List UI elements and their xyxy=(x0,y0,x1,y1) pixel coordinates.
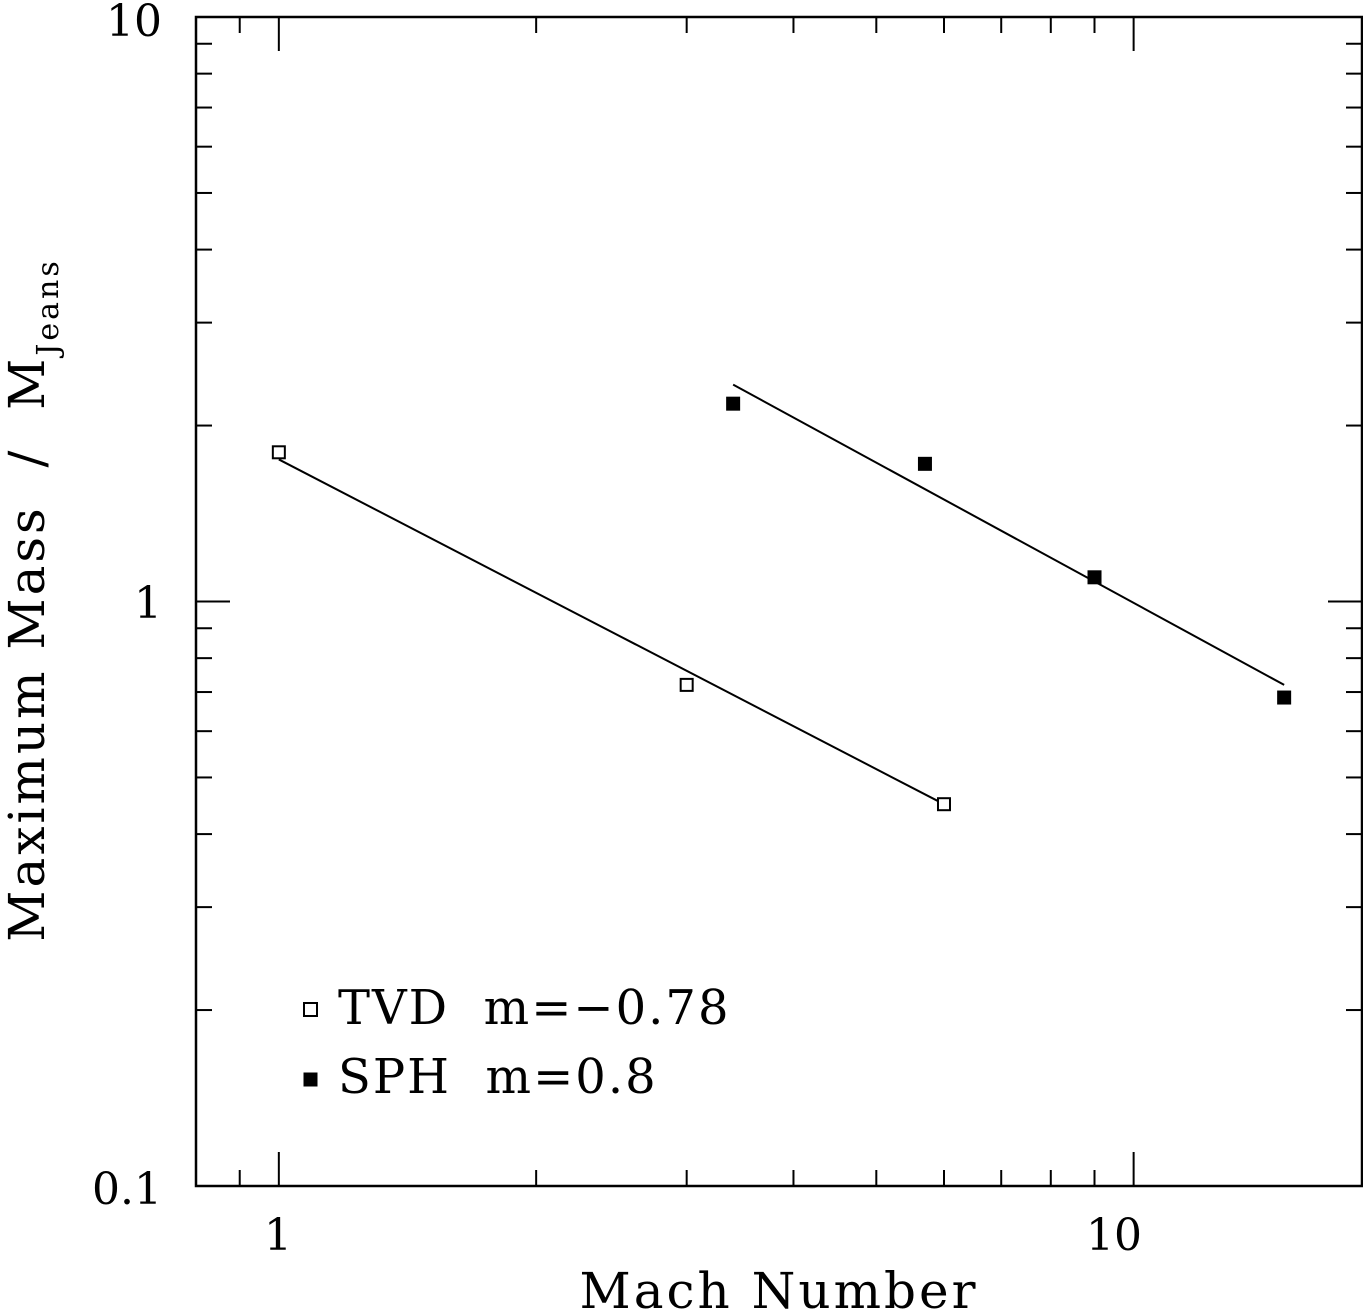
y-axis-title-subscript: Jeans xyxy=(31,258,66,358)
y-tick-label-10: 10 xyxy=(106,0,162,47)
y-axis-title-main: Maximum Mass / M xyxy=(0,356,56,942)
x-tick-labels: 1 10 xyxy=(264,1210,1142,1261)
fit-line-sph xyxy=(732,383,1285,686)
data-point-tvd xyxy=(271,445,286,460)
plot-frame xyxy=(194,15,1363,1188)
data-point-sph xyxy=(726,396,741,411)
legend-label-sph: SPH m=0.8 xyxy=(338,1049,658,1105)
y-tick-label-1: 1 xyxy=(134,578,162,629)
y-axis-title: Maximum Mass / MJeans xyxy=(0,258,66,941)
data-points xyxy=(271,396,1292,812)
legend: TVD m=−0.78 SPH m=0.8 xyxy=(303,980,731,1105)
fit-lines xyxy=(278,383,1285,806)
data-point-tvd xyxy=(679,677,694,692)
x-tick-label-1: 1 xyxy=(264,1210,292,1261)
legend-marker-open-square xyxy=(303,1002,318,1017)
x-tick-label-10: 10 xyxy=(1086,1210,1142,1261)
data-point-sph xyxy=(917,456,932,471)
legend-label-tvd: TVD m=−0.78 xyxy=(338,980,731,1036)
y-tick-label-0.1: 0.1 xyxy=(92,1164,162,1215)
data-point-sph xyxy=(1087,570,1102,585)
y-tick-labels: 0.1 1 10 xyxy=(92,0,162,1215)
fit-line-tvd xyxy=(278,458,945,806)
data-point-sph xyxy=(1277,690,1292,705)
x-axis-title: Mach Number xyxy=(580,1262,979,1312)
data-point-tvd xyxy=(936,797,951,812)
legend-marker-filled-square xyxy=(303,1072,318,1087)
